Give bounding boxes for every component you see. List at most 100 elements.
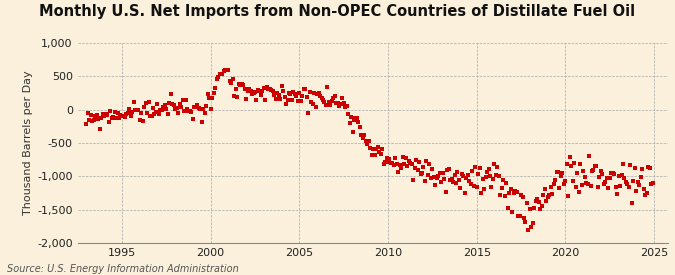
Point [588,168,599,172]
Point [275,97,286,101]
Point [644,166,655,170]
Point [127,110,138,115]
Point [113,116,124,120]
Point [545,185,556,189]
Point [119,115,130,120]
Point [533,200,544,204]
Point [491,173,502,177]
Point [109,110,120,114]
Point [279,95,290,100]
Point [81,121,92,126]
Point [608,171,618,175]
Point [560,179,571,183]
Point [496,186,507,191]
Point [579,175,590,179]
Point [171,106,182,111]
Point [517,195,528,199]
Point [316,95,327,100]
Point [124,106,135,111]
Point [307,102,318,107]
Point [520,219,531,224]
Point [248,91,259,95]
Point [149,112,160,116]
Point [99,114,109,118]
Point [133,108,144,112]
Point [452,170,463,175]
Point [566,164,576,169]
Point [377,147,387,152]
Point [464,179,475,183]
Point [177,98,188,103]
Point [626,201,637,205]
Point [183,109,194,113]
Point [381,156,392,160]
Point [613,174,624,178]
Point [284,91,294,96]
Point [164,101,175,106]
Point [306,100,317,104]
Point [260,98,271,102]
Point [97,111,108,116]
Point [153,112,164,116]
Point [378,162,389,166]
Point [514,214,525,218]
Point [190,105,201,109]
Point [513,214,524,219]
Point [327,99,338,103]
Point [168,103,179,107]
Point [220,68,231,72]
Point [468,184,479,188]
Point [507,210,518,214]
Point [91,113,102,117]
Point [589,164,600,168]
Point [194,106,205,111]
Point [179,109,190,113]
Point [202,92,213,96]
Point [340,105,350,109]
Point [346,114,356,119]
Point [291,94,302,98]
Point [424,162,435,167]
Point [604,176,615,180]
Point [526,225,537,229]
Point [143,100,154,104]
Point [189,105,200,109]
Point [319,100,330,104]
Point [580,180,591,185]
Point [259,86,269,90]
Point [108,115,119,120]
Point [368,146,379,151]
Point [619,175,630,180]
Point [112,111,123,116]
Point [489,161,500,166]
Point [221,68,232,73]
Point [518,215,529,220]
Point [360,139,371,143]
Point [647,181,658,185]
Point [297,94,308,98]
Point [529,206,540,210]
Point [322,85,333,89]
Point [208,90,219,95]
Point [261,85,272,89]
Point [384,157,395,162]
Point [375,152,386,156]
Point [434,170,445,175]
Point [342,104,352,109]
Point [445,178,456,182]
Point [273,92,284,97]
Point [308,91,319,95]
Point [433,174,443,178]
Point [415,172,426,176]
Point [347,130,358,134]
Point [624,184,634,189]
Point [591,164,602,169]
Point [146,114,157,118]
Point [126,113,136,118]
Point [440,189,451,194]
Point [443,167,454,172]
Point [86,113,97,117]
Point [246,92,257,97]
Point [140,101,151,105]
Point [331,100,342,105]
